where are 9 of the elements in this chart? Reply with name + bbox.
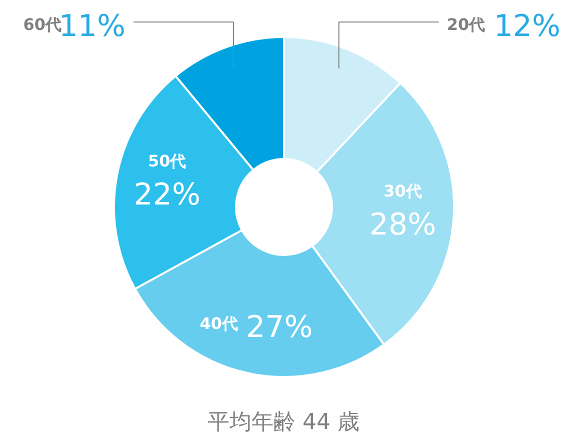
text: 平均年齢 44 歳 [208, 410, 360, 435]
data-label: 27% [246, 310, 313, 346]
slice-label: 40代 [200, 314, 238, 334]
slice-label: 30代 [384, 181, 422, 200]
slice-label: 20代 [446, 15, 486, 34]
data-label: 12% [494, 9, 561, 44]
data-label: 22% [134, 178, 200, 213]
slice-label: 50代 [148, 152, 186, 171]
data-label: 28% [369, 207, 436, 242]
